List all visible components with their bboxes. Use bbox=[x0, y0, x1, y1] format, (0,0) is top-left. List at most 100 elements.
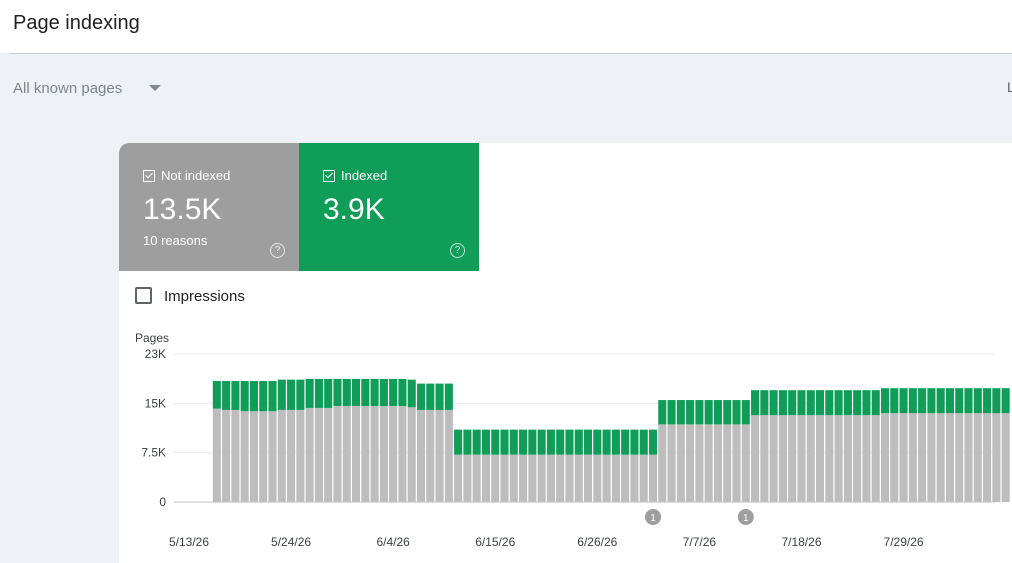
bar-not-indexed bbox=[556, 454, 565, 502]
bar-indexed bbox=[500, 429, 509, 455]
bar-indexed bbox=[416, 383, 426, 410]
bar-not-indexed bbox=[955, 413, 964, 502]
pages-filter-dropdown[interactable]: All known pages bbox=[13, 78, 162, 98]
bar-not-indexed bbox=[342, 405, 351, 502]
bar-not-indexed bbox=[305, 407, 314, 502]
impressions-checkbox[interactable] bbox=[135, 287, 152, 304]
bar-indexed bbox=[955, 388, 964, 414]
bar-not-indexed bbox=[389, 405, 398, 502]
bar-indexed bbox=[314, 379, 323, 408]
bar-indexed bbox=[797, 390, 806, 416]
bar-not-indexed bbox=[611, 454, 620, 502]
bar-not-indexed bbox=[843, 415, 852, 502]
bar-not-indexed bbox=[695, 424, 704, 502]
bar-not-indexed bbox=[435, 409, 444, 502]
bar-not-indexed bbox=[816, 415, 825, 502]
bar-indexed bbox=[352, 379, 361, 406]
bar-not-indexed bbox=[333, 405, 342, 502]
bar-indexed bbox=[379, 379, 388, 406]
checkbox-checked-icon[interactable] bbox=[143, 170, 155, 182]
annotation-marker-icon bbox=[737, 509, 754, 525]
bar-not-indexed bbox=[992, 413, 1001, 502]
tile-value: 3.9K bbox=[323, 193, 385, 226]
bar-indexed bbox=[732, 400, 741, 425]
indexing-chart: Pages 0 7.5K 15K 23K 5/13/26 5/24/26 6/4/26 6/15… bbox=[135, 331, 1010, 549]
bar-not-indexed bbox=[788, 415, 797, 502]
bar-indexed bbox=[621, 429, 630, 455]
annotation-label: 1 bbox=[743, 513, 749, 524]
bar-indexed bbox=[630, 429, 639, 455]
bar-indexed bbox=[398, 379, 407, 406]
help-icon[interactable]: ? bbox=[450, 243, 465, 258]
y-axis-label: Pages bbox=[135, 331, 169, 345]
bar-indexed bbox=[611, 429, 620, 455]
indexed-tile[interactable]: Indexed 3.9K ? bbox=[299, 143, 479, 271]
bar-indexed bbox=[370, 379, 379, 406]
bar-not-indexed bbox=[945, 413, 954, 502]
bar-not-indexed bbox=[713, 424, 722, 502]
bar-indexed bbox=[528, 429, 537, 455]
tile-label: Not indexed bbox=[161, 168, 231, 183]
bar-not-indexed bbox=[639, 454, 648, 502]
bar-indexed bbox=[222, 380, 231, 410]
help-icon[interactable]: ? bbox=[270, 243, 285, 258]
bar-not-indexed bbox=[862, 415, 871, 502]
bar-not-indexed bbox=[667, 424, 676, 502]
bar-not-indexed bbox=[890, 413, 899, 502]
bar-indexed bbox=[249, 380, 258, 412]
bar-indexed bbox=[491, 429, 500, 455]
caret-down-icon bbox=[149, 85, 162, 91]
bar-not-indexed bbox=[537, 454, 546, 502]
bar-indexed bbox=[593, 429, 602, 455]
bar-indexed bbox=[945, 388, 954, 414]
checkbox-checked-icon[interactable] bbox=[323, 170, 335, 182]
x-tick-label: 5/24/26 bbox=[271, 535, 311, 549]
bar-indexed bbox=[574, 429, 583, 455]
bar-not-indexed bbox=[268, 411, 277, 502]
bar-not-indexed bbox=[908, 413, 917, 502]
bar-indexed bbox=[1001, 388, 1010, 414]
bar-indexed bbox=[648, 429, 658, 455]
bar-indexed bbox=[704, 400, 713, 425]
x-tick-label: 7/29/26 bbox=[884, 535, 924, 549]
bar-not-indexed bbox=[593, 454, 602, 502]
bar-indexed bbox=[713, 400, 722, 425]
bar-indexed bbox=[890, 388, 899, 414]
x-tick-label: 6/4/26 bbox=[376, 535, 410, 549]
bar-indexed bbox=[240, 380, 249, 412]
bar-not-indexed bbox=[277, 409, 286, 502]
tile-label: Indexed bbox=[341, 168, 388, 183]
bar-indexed bbox=[927, 388, 936, 414]
bar-indexed bbox=[843, 390, 852, 416]
filter-label: All known pages bbox=[13, 79, 123, 97]
bar-indexed bbox=[277, 379, 286, 410]
bar-not-indexed bbox=[853, 415, 862, 502]
bar-not-indexed bbox=[491, 454, 500, 502]
y-tick-label: 15K bbox=[145, 396, 166, 410]
not-indexed-tile[interactable]: Not indexed 13.5K 10 reasons ? bbox=[119, 143, 299, 271]
bar-indexed bbox=[880, 388, 890, 414]
bar-not-indexed bbox=[704, 424, 713, 502]
bar-indexed bbox=[389, 379, 398, 406]
bar-indexed bbox=[342, 379, 351, 406]
bar-not-indexed bbox=[463, 454, 472, 502]
bar-indexed bbox=[509, 429, 518, 455]
bar-not-indexed bbox=[871, 415, 880, 502]
annotation-label: 1 bbox=[650, 513, 656, 524]
bar-indexed bbox=[407, 379, 416, 408]
bar-indexed bbox=[760, 390, 769, 416]
x-tick-label: 7/18/26 bbox=[781, 535, 821, 549]
bar-indexed bbox=[454, 429, 463, 455]
bar-not-indexed bbox=[686, 424, 695, 502]
bar-indexed bbox=[546, 429, 555, 455]
bar-not-indexed bbox=[426, 409, 435, 502]
bar-indexed bbox=[723, 400, 732, 425]
bar-indexed bbox=[899, 388, 908, 414]
bar-indexed bbox=[658, 400, 667, 425]
bar-indexed bbox=[287, 379, 296, 410]
bar-not-indexed bbox=[519, 454, 528, 502]
divider bbox=[10, 53, 1012, 54]
bar-not-indexed bbox=[546, 454, 555, 502]
bar-indexed bbox=[556, 429, 565, 455]
bar-indexed bbox=[862, 390, 871, 416]
